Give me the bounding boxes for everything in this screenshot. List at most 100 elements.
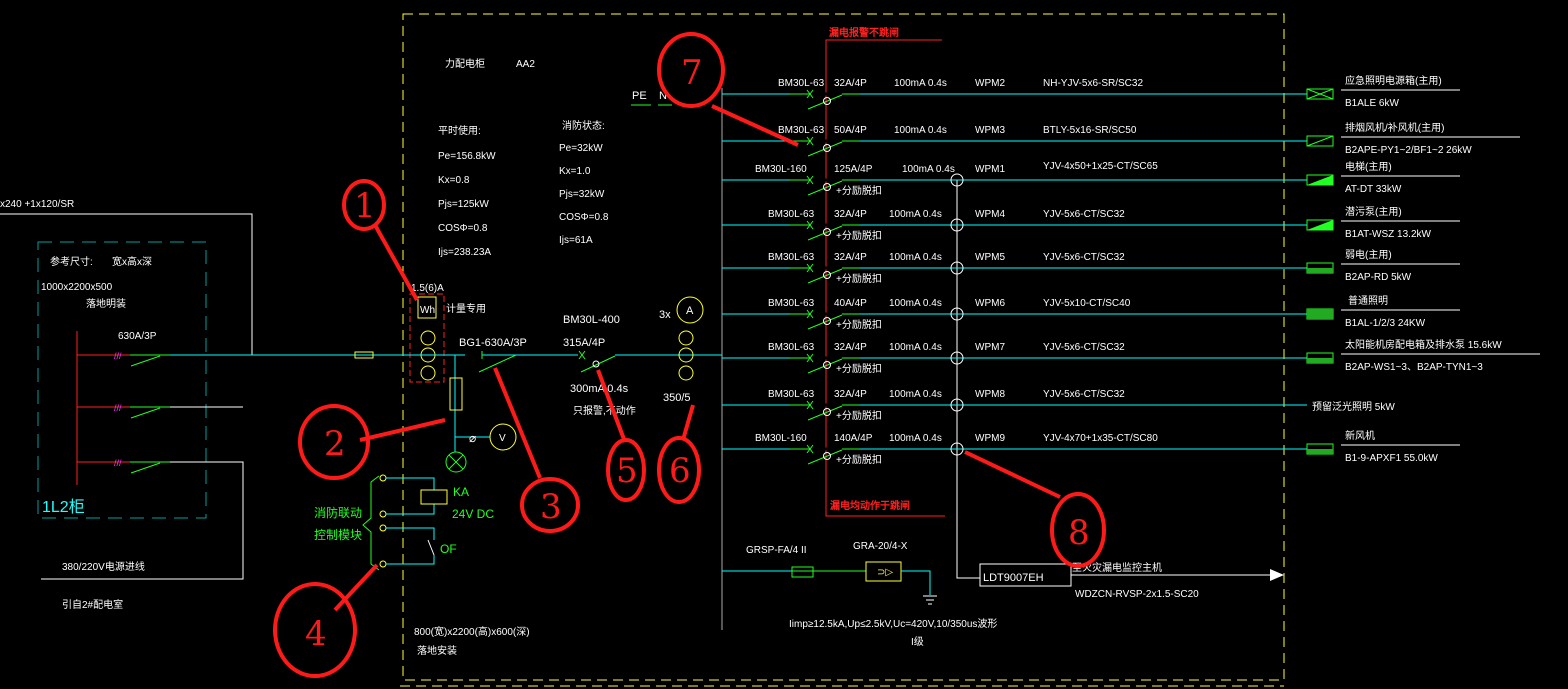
- incoming-breakers: /// /// ///: [41, 351, 380, 580]
- shunt-trip-note: +分励脱扣: [836, 409, 882, 422]
- spd-spec: Iimp≥12.5kA,Up≤2.5kV,Uc=420V,10/350us波形: [789, 617, 997, 630]
- annotation-number: 3: [540, 487, 562, 527]
- load-name: 新风机: [1345, 429, 1375, 442]
- fuse-icon: [449, 377, 463, 411]
- load-name: 太阳能机房配电箱及排水泵 15.6kW: [1345, 338, 1502, 351]
- shunt-trip-note: +分励脱扣: [836, 272, 882, 285]
- breaker-icon: [806, 400, 814, 410]
- leak-sensor-icon: [950, 307, 964, 321]
- leak-module-icon: [823, 317, 831, 325]
- voltmeter-label: V: [499, 433, 506, 444]
- spd-fuse-model: GRA-20/4-X: [853, 541, 908, 552]
- spd-model: GRSP-FA/4 II: [746, 545, 807, 556]
- leak-setting: 100mA 0.4s: [894, 125, 947, 136]
- monitor-cable: WDZCN-RVSP-2x1.5-SC20: [1075, 589, 1199, 600]
- annotation-labels: 1 2 3 4 5 6 7 8: [305, 53, 1090, 654]
- main-leak-note: 只报警,不动作: [573, 404, 636, 417]
- feeder-wpm3: BM30L-63 50A/4P 100mA 0.4s WPM3 BTLY-5x16-SR…: [722, 121, 1520, 157]
- panel-install: 落地安装: [417, 644, 457, 657]
- breaker-icon: [806, 89, 814, 99]
- breaker-rating: 32A/4P: [834, 342, 867, 353]
- load-name: 排烟风机/补风机(主用): [1345, 121, 1444, 134]
- leak-sensor-icon: [950, 261, 964, 275]
- meter-enclosure: [409, 293, 445, 383]
- feeder-wpm8: BM30L-63 32A/4P 100mA 0.4s WPM8 YJV-5x6-CT/S…: [722, 389, 1395, 422]
- circuit-id: WPM2: [975, 78, 1005, 89]
- breaker-model: BM30L-63: [778, 78, 825, 89]
- incoming-cable-line: [0, 213, 253, 355]
- ammeter-qty: 3x: [659, 309, 671, 321]
- breaker-rating: 140A/4P: [834, 433, 873, 444]
- breaker-icon: [806, 263, 814, 273]
- n-label: N: [659, 90, 667, 102]
- breaker-model: BM30L-160: [755, 433, 807, 444]
- annotation-number: 8: [1068, 513, 1090, 553]
- indicator-lamp-icon: [445, 451, 467, 473]
- main-breaker-model: BM30L-400: [563, 314, 620, 326]
- annotation-number: 6: [669, 451, 691, 491]
- normal-load-calc: Pe=156.8kW Kx=0.8 Pjs=125kW COSΦ=0.8 Ijs=238…: [438, 151, 496, 258]
- main-breaker-icon: [578, 350, 616, 373]
- cable-spec: YJV-4x50+1x25-CT/SC65: [1043, 161, 1158, 172]
- leak-module-icon: [823, 408, 831, 416]
- cable-spec: BTLY-5x16-SR/SC50: [1043, 125, 1137, 136]
- load-id: B1AL-1/2/3 24KW: [1345, 318, 1426, 329]
- shunt-trip-note: +分励脱扣: [836, 229, 882, 242]
- voltmeter-switch-icon: ⌀: [469, 431, 476, 445]
- circuit-id: WPM6: [975, 298, 1005, 309]
- leak-setting: 100mA 0.4s: [889, 298, 942, 309]
- leak-module-icon: [823, 452, 831, 460]
- relay-coil-icon: [420, 489, 448, 505]
- leak-sensor-icon: [950, 398, 964, 412]
- load-name: 电梯(主用): [1345, 160, 1392, 173]
- leak-module-icon: [823, 97, 831, 105]
- leak-module-icon: [823, 183, 831, 191]
- circuit-id: WPM7: [975, 342, 1005, 353]
- incoming-source: 380/220V电源进线: [62, 560, 145, 573]
- ground-icon: [923, 595, 937, 605]
- load-id: B1-9-APXF1 55.0kW: [1345, 453, 1438, 464]
- cable-spec: YJV-5x6-CT/SC32: [1043, 342, 1125, 353]
- pe-label: PE: [632, 90, 647, 102]
- load-id: B1AT-WSZ 13.2kW: [1345, 229, 1432, 240]
- cable-spec: YJV-4x70+1x35-CT/SC80: [1043, 433, 1158, 444]
- annotation-number: 5: [616, 451, 638, 491]
- cable-spec: YJV-5x6-CT/SC32: [1043, 389, 1125, 400]
- ground-line: [901, 570, 931, 595]
- svg-text:⊃▷: ⊃▷: [877, 567, 893, 578]
- leak-module-icon: [823, 271, 831, 279]
- feeder-wpm6: BM30L-63 40A/4P 100mA 0.4s WPM6 YJV-5x10-CT/…: [722, 294, 1460, 331]
- breaker-rating: 32A/4P: [834, 252, 867, 263]
- voltmeter-icon: [489, 423, 517, 451]
- ref-install: 落地明装: [86, 297, 126, 310]
- incoming-cable: x240 +1x120/SR: [0, 199, 74, 210]
- panel-code: AA2: [516, 59, 535, 70]
- leak-setting: 100mA 0.4s: [889, 433, 942, 444]
- fire-calc-item: Pjs=32kW: [559, 189, 605, 200]
- feeder-wpm1: BM30L-160 125A/4P 100mA 0.4s WPM1 YJV-4x50+1…: [722, 160, 1460, 197]
- breaker-model: BM30L-63: [768, 252, 815, 263]
- circuit-id: WPM8: [975, 389, 1005, 400]
- leak-sensor-icon: [950, 351, 964, 365]
- breaker-rating: 40A/4P: [834, 298, 867, 309]
- fire-control-wiring: [362, 474, 435, 571]
- distribution-box-icon: [1306, 135, 1334, 147]
- load-name: 预留泛光照明 5kW: [1312, 400, 1395, 413]
- feeder-wpm9: BM30L-160 140A/4P 100mA 0.4s WPM9 YJV-4x70+1…: [722, 429, 1460, 466]
- breaker-model: BM30L-63: [768, 342, 815, 353]
- normal-calc-item: Pjs=125kW: [438, 199, 489, 210]
- leak-sensor-icon: [950, 173, 964, 187]
- load-id: B1ALE 6kW: [1345, 98, 1399, 109]
- ct-ratio: 350/5: [663, 392, 691, 404]
- breaker-rating: 50A/4P: [834, 125, 867, 136]
- ref-size-dims: 宽x高x深: [112, 255, 152, 268]
- feeder-wpm2: BM30L-63 32A/4P 100mA 0.4s WPM2 NH-YJV-5x6-S…: [722, 74, 1460, 110]
- monitor-target: 至火灾漏电监控主机: [1072, 561, 1162, 574]
- alarm-bottom-label: 漏电均动作于跳闸: [830, 499, 910, 512]
- cable-spec: NH-YJV-5x6-SR/SC32: [1043, 78, 1143, 89]
- relay-voltage: 24V DC: [452, 507, 494, 521]
- svg-text:///: ///: [114, 351, 122, 361]
- svg-text:///: ///: [114, 403, 122, 413]
- cable-spec: YJV-5x10-CT/SC40: [1043, 298, 1131, 309]
